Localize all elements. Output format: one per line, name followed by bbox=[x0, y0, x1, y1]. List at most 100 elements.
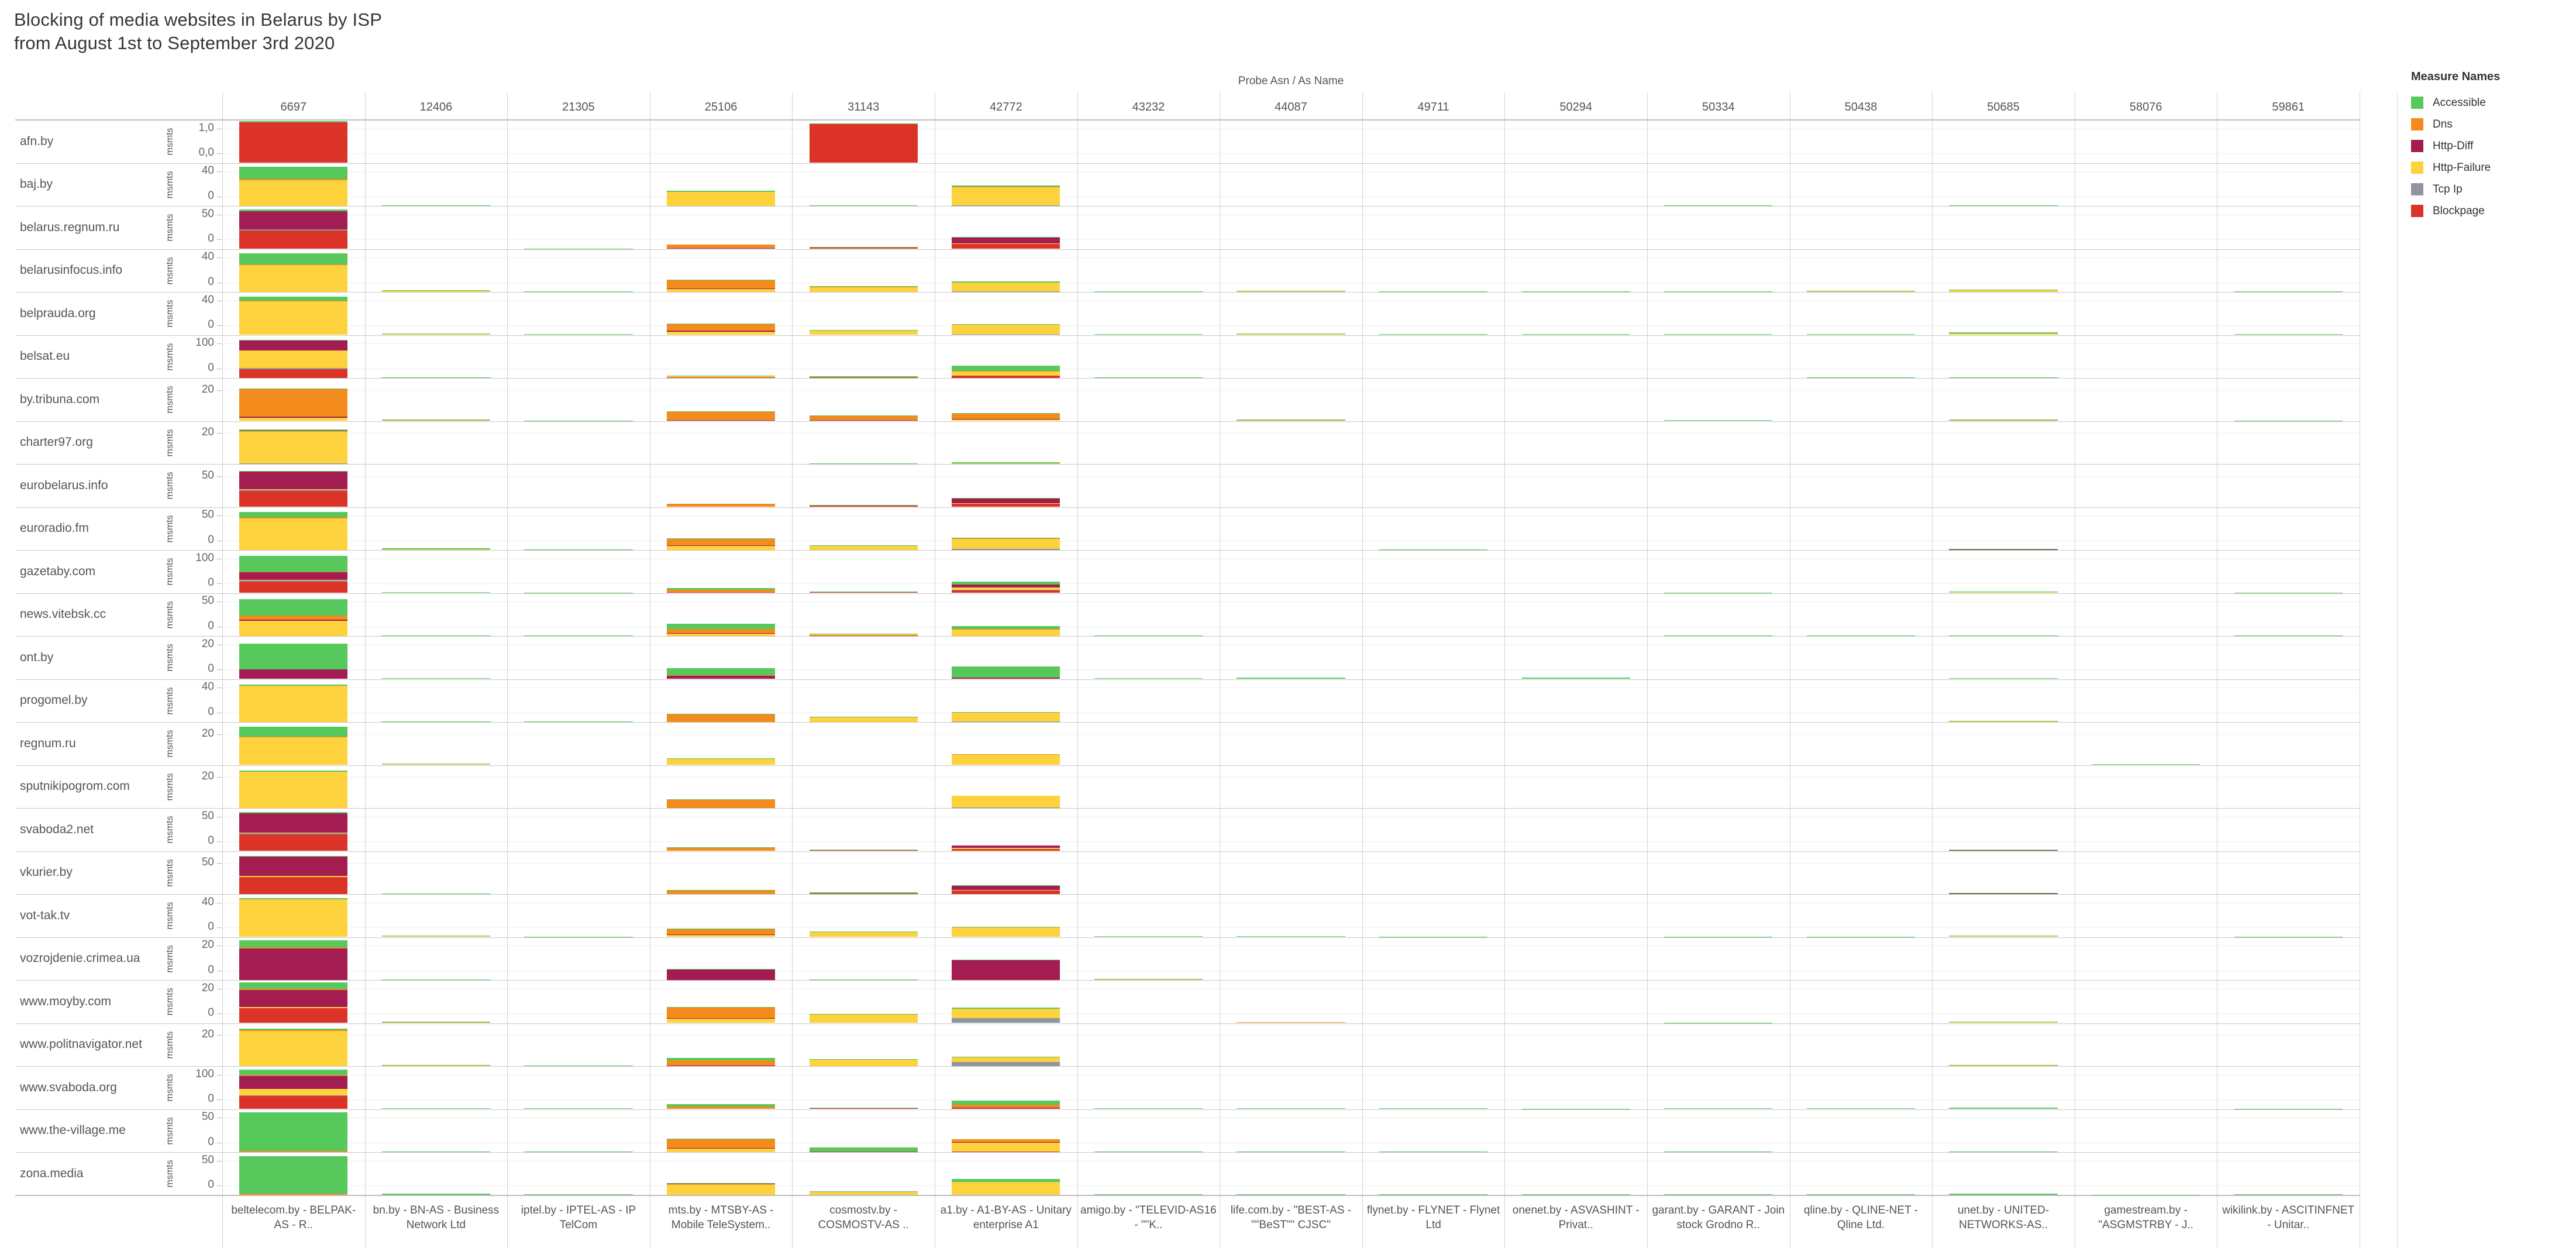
bar-segment-http-diff[interactable] bbox=[952, 1142, 1060, 1143]
bar-stack[interactable] bbox=[1237, 1108, 1345, 1109]
bar-segment-accessible[interactable] bbox=[809, 505, 918, 506]
bar-stack[interactable] bbox=[809, 634, 918, 636]
bar-stack[interactable] bbox=[667, 244, 776, 249]
bar-segment-accessible[interactable] bbox=[381, 377, 490, 378]
bar-segment-accessible[interactable] bbox=[952, 324, 1060, 325]
bar-stack[interactable] bbox=[809, 892, 918, 894]
bar-segment-http-diff[interactable] bbox=[239, 211, 348, 229]
legend-item-blockpage[interactable]: Blockpage bbox=[2411, 200, 2569, 222]
bar-segment-accessible[interactable] bbox=[239, 167, 348, 179]
legend-item-accessible[interactable]: Accessible bbox=[2411, 92, 2569, 114]
bar-stack[interactable] bbox=[239, 512, 348, 550]
bar-segment-dns[interactable] bbox=[1237, 420, 1345, 421]
bar-stack[interactable] bbox=[667, 411, 776, 421]
bar-stack[interactable] bbox=[381, 1108, 490, 1109]
bar-segment-accessible[interactable] bbox=[1379, 1194, 1488, 1195]
bar-segment-http-failure[interactable] bbox=[239, 1088, 348, 1095]
bar-segment-blockpage[interactable] bbox=[239, 877, 348, 894]
bar-segment-http-failure[interactable] bbox=[1949, 721, 2058, 722]
bar-stack[interactable] bbox=[809, 931, 918, 937]
bar-stack[interactable] bbox=[1521, 1194, 1630, 1195]
bar-stack[interactable] bbox=[1949, 332, 2058, 335]
bar-segment-accessible[interactable] bbox=[2234, 1194, 2343, 1195]
bar-stack[interactable] bbox=[2092, 764, 2200, 765]
bar-segment-accessible[interactable] bbox=[239, 771, 348, 772]
bar-segment-http-failure[interactable] bbox=[1806, 291, 1915, 292]
bar-segment-blockpage[interactable] bbox=[239, 230, 348, 249]
bar-segment-blockpage[interactable] bbox=[239, 1096, 348, 1109]
bar-segment-accessible[interactable] bbox=[809, 123, 918, 125]
bar-segment-accessible[interactable] bbox=[1094, 334, 1203, 335]
bar-segment-http-failure[interactable] bbox=[1237, 334, 1345, 335]
bar-stack[interactable] bbox=[809, 849, 918, 851]
bar-segment-accessible[interactable] bbox=[952, 498, 1060, 499]
bar-segment-accessible[interactable] bbox=[1664, 291, 1773, 292]
bar-segment-http-failure[interactable] bbox=[952, 463, 1060, 464]
bar-segment-http-failure[interactable] bbox=[667, 546, 776, 550]
bar-segment-dns[interactable] bbox=[952, 628, 1060, 630]
bar-segment-accessible[interactable] bbox=[952, 413, 1060, 414]
bar-segment-blockpage[interactable] bbox=[952, 891, 1060, 894]
bar-segment-tcp ip[interactable] bbox=[239, 1095, 348, 1097]
bar-segment-accessible[interactable] bbox=[239, 599, 348, 616]
bar-stack[interactable] bbox=[1949, 289, 2058, 292]
bar-stack[interactable] bbox=[1237, 677, 1345, 679]
bar-segment-http-failure[interactable] bbox=[952, 1057, 1060, 1062]
bar-stack[interactable] bbox=[1806, 1108, 1915, 1109]
bar-stack[interactable] bbox=[1806, 334, 1915, 335]
bar-segment-accessible[interactable] bbox=[952, 366, 1060, 371]
bar-segment-dns[interactable] bbox=[239, 616, 348, 620]
bar-segment-dns[interactable] bbox=[952, 413, 1060, 420]
bar-segment-dns[interactable] bbox=[239, 947, 348, 948]
bar-stack[interactable] bbox=[809, 286, 918, 292]
bar-segment-http-failure[interactable] bbox=[239, 265, 348, 292]
bar-stack[interactable] bbox=[1949, 1065, 2058, 1066]
bar-segment-http-diff[interactable] bbox=[667, 545, 776, 547]
bar-stack[interactable] bbox=[1379, 334, 1488, 335]
bar-segment-accessible[interactable] bbox=[1664, 420, 1773, 421]
bar-segment-accessible[interactable] bbox=[1379, 549, 1488, 550]
bar-stack[interactable] bbox=[2234, 291, 2343, 292]
bar-segment-dns[interactable] bbox=[667, 589, 776, 593]
bar-stack[interactable] bbox=[2234, 1194, 2343, 1195]
bar-stack[interactable] bbox=[952, 1139, 1060, 1152]
bar-segment-accessible[interactable] bbox=[1094, 978, 1203, 980]
bar-segment-accessible[interactable] bbox=[239, 1112, 348, 1151]
bar-stack[interactable] bbox=[667, 1183, 776, 1195]
bar-stack[interactable] bbox=[1664, 291, 1773, 292]
bar-segment-accessible[interactable] bbox=[1806, 1194, 1915, 1195]
bar-segment-http-failure[interactable] bbox=[952, 754, 1060, 765]
bar-segment-accessible[interactable] bbox=[667, 968, 776, 970]
bar-segment-http-diff[interactable] bbox=[952, 960, 1060, 980]
bar-stack[interactable] bbox=[239, 1156, 348, 1195]
bar-stack[interactable] bbox=[381, 721, 490, 722]
bar-segment-http-failure[interactable] bbox=[952, 1143, 1060, 1152]
bar-segment-accessible[interactable] bbox=[1806, 377, 1915, 378]
bar-segment-accessible[interactable] bbox=[952, 626, 1060, 629]
bar-stack[interactable] bbox=[952, 959, 1060, 980]
bar-segment-accessible[interactable] bbox=[952, 1100, 1060, 1105]
bar-stack[interactable] bbox=[1094, 1108, 1203, 1109]
bar-segment-blockpage[interactable] bbox=[809, 248, 918, 249]
bar-segment-http-failure[interactable] bbox=[667, 331, 776, 335]
bar-segment-http-diff[interactable] bbox=[667, 248, 776, 249]
bar-segment-http-diff[interactable] bbox=[1949, 893, 2058, 894]
bar-segment-accessible[interactable] bbox=[952, 666, 1060, 678]
bar-segment-accessible[interactable] bbox=[667, 847, 776, 848]
bar-segment-accessible[interactable] bbox=[1237, 1108, 1345, 1109]
bar-segment-accessible[interactable] bbox=[1664, 635, 1773, 636]
bar-segment-accessible[interactable] bbox=[1237, 936, 1345, 937]
bar-stack[interactable] bbox=[1949, 935, 2058, 937]
bar-stack[interactable] bbox=[1664, 420, 1773, 421]
bar-segment-accessible[interactable] bbox=[524, 334, 633, 335]
bar-segment-accessible[interactable] bbox=[952, 885, 1060, 886]
bar-stack[interactable] bbox=[1949, 1193, 2058, 1195]
bar-stack[interactable] bbox=[1949, 205, 2058, 206]
bar-stack[interactable] bbox=[952, 795, 1060, 808]
bar-stack[interactable] bbox=[381, 1022, 490, 1023]
bar-segment-accessible[interactable] bbox=[1521, 678, 1630, 679]
bar-stack[interactable] bbox=[667, 668, 776, 679]
bar-segment-http-failure[interactable] bbox=[809, 546, 918, 550]
bar-segment-http-failure[interactable] bbox=[239, 301, 348, 335]
bar-stack[interactable] bbox=[667, 588, 776, 593]
